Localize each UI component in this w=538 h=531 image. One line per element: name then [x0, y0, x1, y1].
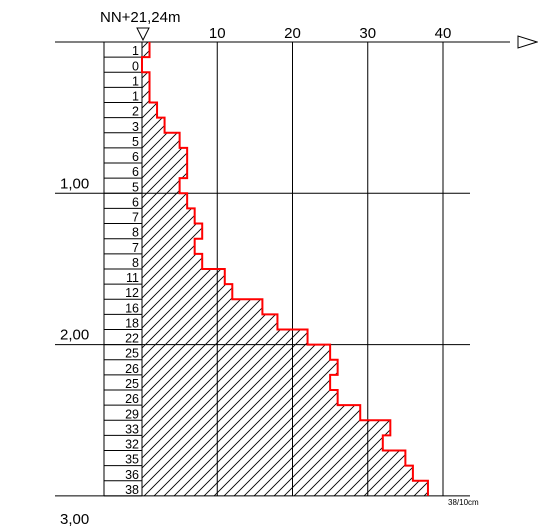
- hatched-area: [142, 42, 428, 496]
- x-tick-label: 20: [284, 25, 301, 42]
- blow-count-label: 6: [132, 150, 139, 164]
- units-note: 38/10cm: [448, 498, 479, 507]
- chart-title: NN+21,24m: [100, 9, 180, 26]
- resistance-step-line: [141, 42, 429, 496]
- blow-count-label: 2: [132, 105, 139, 119]
- count-column: 1011235665678781112161822252625262933323…: [103, 42, 143, 497]
- blow-count-label: 29: [125, 407, 139, 421]
- blow-count-label: 25: [125, 377, 139, 391]
- blow-count-label: 6: [132, 165, 139, 179]
- y-tick-label: 2,00: [60, 327, 89, 344]
- blow-count-label: 26: [125, 362, 139, 376]
- blow-count-label: 1: [132, 90, 139, 104]
- blow-count-label: 35: [125, 453, 139, 467]
- blow-count-label: 1: [132, 74, 139, 88]
- blow-count-label: 33: [125, 422, 139, 436]
- blow-count-label: 3: [132, 120, 139, 134]
- blow-count-label: 36: [125, 468, 139, 482]
- step-outline: [141, 42, 429, 496]
- blow-count-label: 1: [132, 44, 139, 58]
- blow-count-label: 38: [125, 483, 139, 497]
- axis-arrow-icon: [517, 35, 538, 49]
- x-tick-label: 10: [209, 25, 226, 42]
- x-tick-label: 40: [435, 25, 452, 42]
- blow-count-label: 8: [132, 226, 139, 240]
- blow-count-label: 26: [125, 392, 139, 406]
- blow-count-label: 8: [132, 256, 139, 270]
- blow-count-label: 11: [126, 271, 139, 285]
- blow-count-label: 16: [125, 301, 139, 315]
- blow-count-label: 0: [132, 59, 139, 73]
- x-tick-label: 30: [359, 25, 376, 42]
- reference-level-marker-icon: [136, 27, 150, 42]
- hatched-fill: [142, 42, 428, 496]
- blow-count-label: 5: [132, 180, 139, 194]
- blow-count-label: 18: [125, 316, 139, 330]
- blow-count-label: 6: [132, 195, 139, 209]
- blow-count-label: 12: [125, 286, 139, 300]
- blow-count-label: 32: [125, 438, 139, 452]
- y-tick-label: 1,00: [60, 175, 89, 192]
- blow-count-label: 22: [125, 332, 139, 346]
- blow-count-label: 7: [132, 241, 139, 255]
- blow-count-label: 25: [125, 347, 139, 361]
- blow-count-label: 5: [132, 135, 139, 149]
- blow-count-label: 7: [132, 211, 139, 225]
- axis-layer: 10 20 30 401,002,003,00: [60, 25, 538, 528]
- y-tick-label: 3,00: [60, 511, 89, 528]
